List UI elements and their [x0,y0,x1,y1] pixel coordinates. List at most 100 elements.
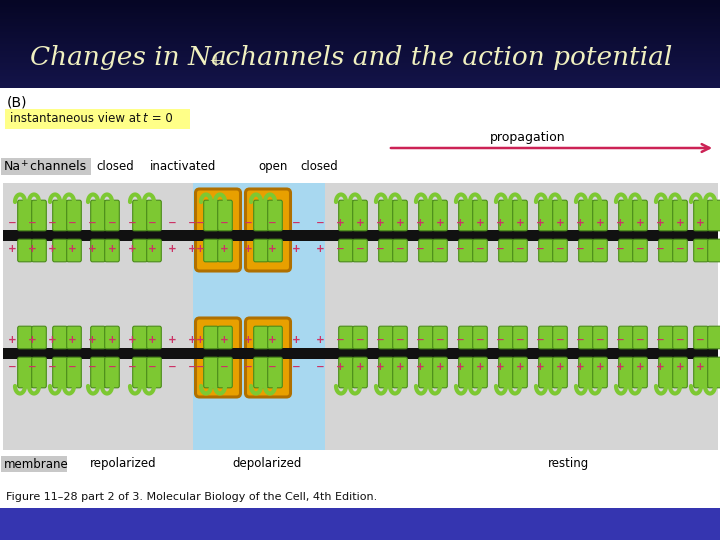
Text: −: − [188,218,197,228]
FancyBboxPatch shape [338,239,354,262]
Bar [1,158,91,175]
Text: +: + [575,362,585,372]
FancyBboxPatch shape [499,200,513,231]
FancyBboxPatch shape [433,357,447,388]
Text: +: + [88,244,96,254]
Text: +: + [395,218,405,228]
FancyBboxPatch shape [593,239,607,262]
Text: (B): (B) [7,96,27,110]
FancyBboxPatch shape [338,200,354,231]
Text: +: + [220,244,228,254]
FancyBboxPatch shape [246,318,290,397]
Text: +: + [616,218,624,228]
Text: −: − [616,335,624,345]
FancyBboxPatch shape [147,200,161,231]
FancyBboxPatch shape [539,357,553,388]
Text: +: + [88,335,96,345]
Text: −: − [88,218,96,228]
FancyBboxPatch shape [217,200,233,231]
FancyBboxPatch shape [459,326,473,349]
Text: −: − [268,218,276,228]
FancyBboxPatch shape [18,357,32,388]
Text: −: − [636,244,644,254]
FancyBboxPatch shape [419,326,433,349]
FancyBboxPatch shape [268,200,282,231]
Text: +: + [315,244,325,254]
FancyBboxPatch shape [353,357,367,388]
Text: −: − [356,335,364,345]
Text: −: − [336,335,344,345]
FancyBboxPatch shape [32,200,46,231]
FancyBboxPatch shape [659,326,673,349]
Text: +: + [696,362,704,372]
Text: −: − [127,218,136,228]
Text: −: − [616,244,624,254]
FancyBboxPatch shape [132,326,148,349]
FancyBboxPatch shape [579,326,593,349]
Text: +: + [595,218,604,228]
FancyBboxPatch shape [53,326,67,349]
FancyBboxPatch shape [32,239,46,262]
Text: +: + [636,362,644,372]
FancyBboxPatch shape [132,239,148,262]
FancyBboxPatch shape [693,239,708,262]
Text: +: + [127,335,136,345]
Text: repolarized: repolarized [90,457,157,470]
FancyBboxPatch shape [147,239,161,262]
Text: +: + [376,362,384,372]
FancyBboxPatch shape [419,200,433,231]
FancyBboxPatch shape [67,326,81,349]
Text: Na: Na [4,160,21,173]
Text: +: + [27,244,37,254]
FancyBboxPatch shape [539,326,553,349]
Text: −: − [220,362,228,372]
FancyBboxPatch shape [633,357,647,388]
Text: +: + [356,218,364,228]
Text: −: − [495,244,505,254]
FancyBboxPatch shape [499,357,513,388]
FancyBboxPatch shape [593,200,607,231]
FancyBboxPatch shape [53,357,67,388]
Text: instantaneous view at: instantaneous view at [10,112,145,125]
Text: +: + [292,335,300,345]
FancyBboxPatch shape [379,200,393,231]
FancyBboxPatch shape [246,189,290,271]
Text: +: + [556,218,564,228]
Text: −: − [696,244,704,254]
Text: +: + [220,335,228,345]
FancyBboxPatch shape [693,326,708,349]
Text: +: + [516,362,524,372]
Text: −: − [395,335,405,345]
Text: −: − [168,218,176,228]
FancyBboxPatch shape [67,357,81,388]
Text: +: + [516,218,524,228]
Text: −: − [696,335,704,345]
Text: +: + [575,218,585,228]
FancyBboxPatch shape [392,239,408,262]
Text: membrane: membrane [4,457,68,470]
FancyBboxPatch shape [459,239,473,262]
FancyBboxPatch shape [268,357,282,388]
FancyBboxPatch shape [253,326,269,349]
Bar [3,348,718,359]
Text: −: − [415,335,424,345]
FancyBboxPatch shape [539,239,553,262]
Text: +: + [336,362,344,372]
FancyBboxPatch shape [553,200,567,231]
FancyBboxPatch shape [499,239,513,262]
Text: +: + [415,218,424,228]
Text: +: + [127,244,136,254]
FancyBboxPatch shape [672,326,688,349]
FancyBboxPatch shape [91,357,105,388]
FancyBboxPatch shape [419,239,433,262]
FancyBboxPatch shape [132,357,148,388]
FancyBboxPatch shape [392,200,408,231]
FancyBboxPatch shape [433,200,447,231]
Text: +: + [636,218,644,228]
Text: closed: closed [96,160,134,173]
Text: −: − [8,362,17,372]
FancyBboxPatch shape [553,326,567,349]
FancyBboxPatch shape [708,357,720,388]
Text: channels: channels [26,160,86,173]
FancyBboxPatch shape [196,318,240,397]
